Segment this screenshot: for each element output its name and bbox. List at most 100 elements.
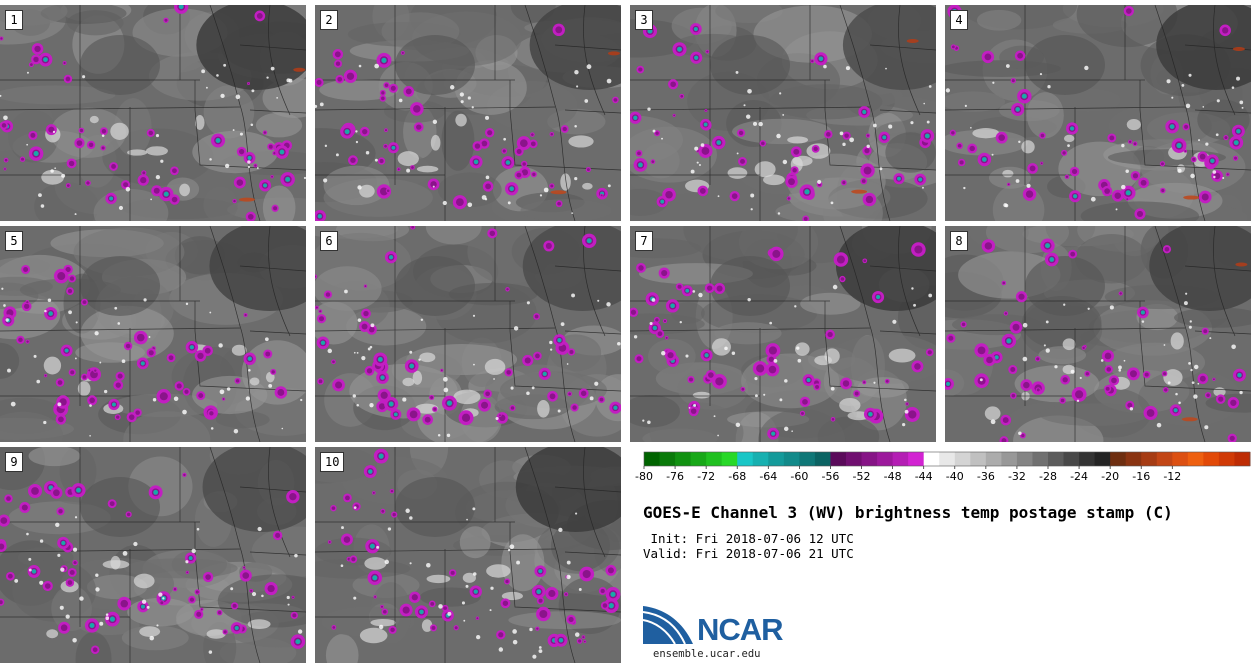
overshooting-top bbox=[391, 145, 396, 150]
convective-core bbox=[498, 632, 504, 638]
convective-core bbox=[530, 141, 536, 147]
cloud-speck bbox=[651, 298, 656, 302]
overshooting-top bbox=[1236, 128, 1241, 134]
overshooting-top bbox=[536, 589, 542, 595]
cloud-speck bbox=[1191, 381, 1195, 385]
cloud-speck bbox=[1183, 301, 1188, 306]
convective-core bbox=[1119, 292, 1122, 295]
cloud-speck bbox=[276, 96, 279, 99]
overshooting-top bbox=[419, 609, 424, 615]
cold-cloud-top bbox=[984, 406, 1001, 421]
colorbar-swatch bbox=[721, 452, 738, 466]
overshooting-top bbox=[771, 431, 776, 436]
moisture-region bbox=[0, 90, 54, 152]
cloud-speck bbox=[750, 208, 753, 211]
convective-core bbox=[125, 343, 131, 349]
cloud-speck bbox=[923, 102, 926, 105]
cloud-speck bbox=[327, 348, 333, 354]
cloud-speck bbox=[117, 322, 121, 325]
cloud-speck bbox=[782, 114, 785, 116]
overshooting-top bbox=[558, 638, 564, 643]
convective-core bbox=[411, 594, 418, 601]
cloud-speck bbox=[696, 161, 699, 164]
cloud-speck bbox=[355, 140, 359, 144]
cloud-speck bbox=[122, 551, 128, 556]
convective-core bbox=[984, 242, 993, 250]
overshooting-top bbox=[1173, 408, 1178, 413]
convective-core bbox=[1040, 133, 1045, 138]
cloud-speck bbox=[220, 93, 225, 98]
convective-core bbox=[232, 603, 237, 608]
cloud-speck bbox=[753, 121, 758, 126]
overshooting-top bbox=[1169, 124, 1175, 129]
convective-core bbox=[803, 216, 808, 221]
cloud-speck bbox=[294, 553, 298, 558]
cold-cloud-top bbox=[727, 167, 748, 179]
cold-cloud-top bbox=[402, 377, 415, 387]
panel-label: 9 bbox=[5, 452, 23, 472]
convective-core bbox=[381, 509, 385, 513]
convective-core bbox=[137, 333, 145, 342]
state-boundaries bbox=[0, 226, 306, 442]
state-boundaries bbox=[630, 5, 936, 221]
cloud-speck bbox=[1216, 99, 1220, 103]
convective-core bbox=[168, 355, 174, 361]
cold-cloud-top bbox=[972, 128, 1000, 139]
cloud-speck bbox=[224, 163, 230, 169]
convective-core bbox=[450, 570, 455, 575]
dry-air-region bbox=[80, 35, 160, 95]
cloud-speck bbox=[158, 592, 163, 597]
convective-core bbox=[951, 131, 955, 135]
cloud-speck bbox=[830, 201, 834, 205]
cold-cloud-top bbox=[794, 342, 810, 356]
convective-core bbox=[1070, 251, 1076, 257]
cloud-speck bbox=[68, 310, 72, 315]
cloud-speck bbox=[447, 611, 452, 616]
panel-label: 2 bbox=[320, 10, 338, 30]
dry-air-region bbox=[395, 477, 475, 537]
cloud-speck bbox=[409, 516, 413, 520]
dry-air-region bbox=[202, 447, 306, 532]
moisture-region bbox=[0, 85, 116, 105]
cloud-speck bbox=[418, 358, 421, 361]
cold-cloud-top bbox=[486, 564, 511, 578]
convective-core bbox=[705, 109, 707, 112]
convective-core bbox=[380, 187, 388, 196]
convective-core bbox=[1164, 388, 1168, 392]
convective-core bbox=[863, 166, 872, 175]
colorbar-tick-label: -64 bbox=[759, 470, 778, 483]
convective-core bbox=[914, 245, 923, 254]
convective-core bbox=[522, 162, 526, 166]
convective-core bbox=[673, 114, 676, 117]
convective-core bbox=[977, 346, 986, 355]
cold-cloud-top bbox=[1063, 134, 1075, 143]
cold-cloud-top bbox=[195, 114, 205, 130]
cloud-speck bbox=[866, 144, 870, 149]
cloud-speck bbox=[1197, 382, 1200, 385]
cloud-speck bbox=[1004, 203, 1009, 208]
convective-core bbox=[254, 164, 257, 167]
convective-core bbox=[411, 166, 414, 169]
cloud-speck bbox=[490, 586, 494, 590]
cloud-speck bbox=[356, 351, 359, 354]
overshooting-top bbox=[1176, 142, 1182, 149]
cloud-speck bbox=[463, 619, 466, 622]
convective-core bbox=[455, 198, 464, 207]
convective-core bbox=[381, 91, 385, 95]
convective-core bbox=[120, 599, 129, 608]
convective-core bbox=[690, 408, 697, 414]
overshooting-top bbox=[677, 46, 682, 52]
overshooting-top bbox=[109, 616, 115, 622]
cold-cloud-top bbox=[888, 348, 916, 363]
convective-core bbox=[1025, 190, 1034, 198]
wv-brightness-map bbox=[630, 226, 936, 442]
cloud-speck bbox=[39, 539, 44, 543]
panel-label: 3 bbox=[635, 10, 653, 30]
cloud-speck bbox=[698, 292, 703, 298]
cloud-speck bbox=[791, 430, 793, 433]
cloud-speck bbox=[365, 150, 370, 155]
cloud-speck bbox=[777, 212, 781, 215]
cloud-speck bbox=[1084, 65, 1089, 71]
convective-core bbox=[1203, 329, 1208, 334]
convective-core bbox=[502, 600, 509, 606]
